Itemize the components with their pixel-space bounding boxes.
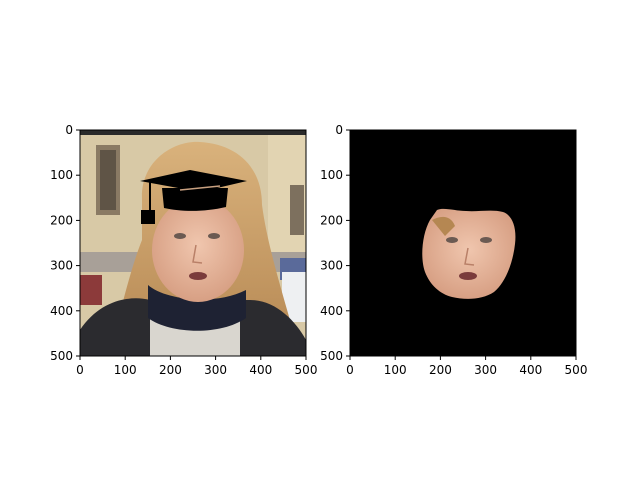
left-image [80, 130, 306, 356]
right-y-tick-label: 300 [320, 259, 343, 273]
left-x-tick-label: 0 [76, 363, 84, 377]
mask-left-eye [446, 237, 458, 243]
right-y-tick-label: 100 [320, 168, 343, 182]
left-y-tick-label: 500 [50, 349, 73, 363]
window-left-inner [100, 150, 116, 210]
right-y-tick-label: 500 [320, 349, 343, 363]
right-x-tick-label: 0 [346, 363, 354, 377]
left-y-tick-label: 400 [50, 304, 73, 318]
left-y-tick-label: 200 [50, 213, 73, 227]
left-x-tick-label: 100 [114, 363, 137, 377]
left-y-tick-label: 100 [50, 168, 73, 182]
face [152, 198, 244, 302]
left-x-tick-label: 200 [159, 363, 182, 377]
left-axes-frame [79, 129, 307, 357]
red-car [80, 275, 102, 305]
left-x-tick-label: 400 [249, 363, 272, 377]
left-x-tick-label: 500 [295, 363, 318, 377]
right-image [350, 130, 576, 356]
mask-mouth [459, 272, 477, 280]
window-right [290, 185, 304, 235]
right-x-tick-label: 100 [384, 363, 407, 377]
right-y-tick-label: 0 [335, 123, 343, 137]
right-x-tick-label: 300 [474, 363, 497, 377]
left-x-tick-label: 300 [204, 363, 227, 377]
hat-board [140, 170, 247, 192]
scarf [148, 285, 246, 331]
right-x-tick-label: 200 [429, 363, 452, 377]
mouth [189, 272, 207, 280]
right-y-tick-label: 400 [320, 304, 343, 318]
hat-cap [162, 188, 228, 211]
right-y-tick-label: 200 [320, 213, 343, 227]
mask-right-eye [480, 237, 492, 243]
hat-trim [179, 185, 221, 191]
mask-nose [464, 247, 475, 266]
right-x-tick-label: 400 [519, 363, 542, 377]
hat-tassel [141, 210, 155, 224]
mask-hair-strand [432, 216, 455, 236]
nose [192, 244, 203, 264]
left-y-tick-label: 0 [65, 123, 73, 137]
right-axes-frame [349, 129, 577, 357]
right-x-tick-label: 500 [565, 363, 588, 377]
top-dark-band [80, 130, 306, 135]
left-eye [174, 233, 186, 239]
right-eye [208, 233, 220, 239]
left-y-tick-label: 300 [50, 259, 73, 273]
